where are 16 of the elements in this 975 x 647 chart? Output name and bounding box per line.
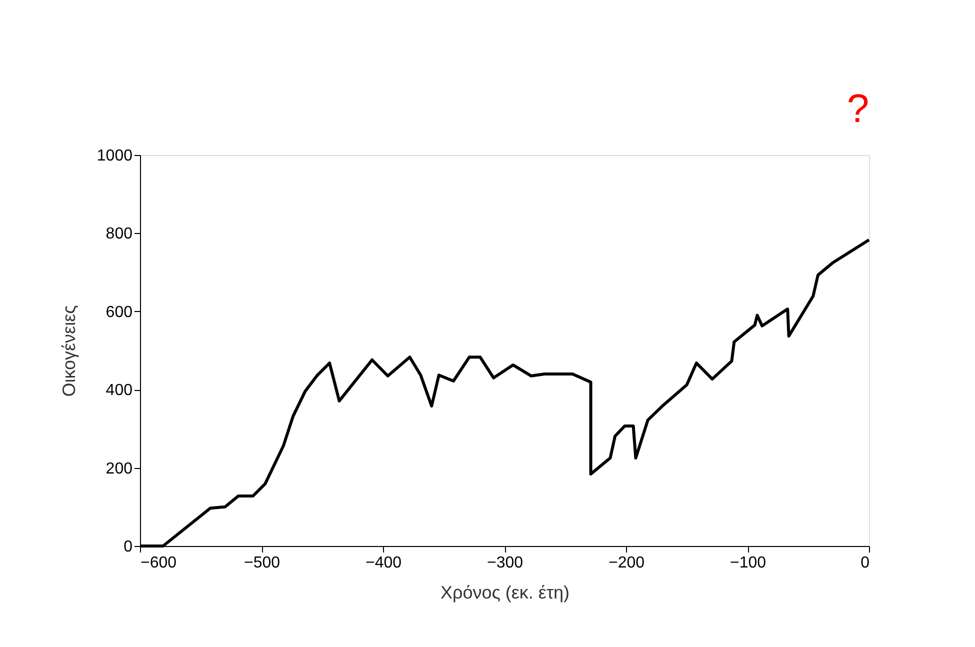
x-tick-label: −200 xyxy=(608,554,645,572)
y-tick-label: 600 xyxy=(106,304,133,321)
y-tick-label: 0 xyxy=(124,538,133,556)
x-tick-label: −300 xyxy=(486,554,524,572)
x-tick-label: −600 xyxy=(140,554,177,572)
y-tick-label: 200 xyxy=(106,460,133,478)
y-tick-label: 1000 xyxy=(96,148,133,164)
x-tick-label: −500 xyxy=(244,554,280,572)
text: ? xyxy=(846,87,870,131)
x-tick-label: −400 xyxy=(365,554,402,572)
x-tick-label: 0 xyxy=(860,554,870,572)
y-tick-label: 400 xyxy=(106,382,133,400)
x-axis-title: Χρόνος (εκ. έτη) xyxy=(440,582,570,602)
x-tick-label: −100 xyxy=(730,554,766,572)
y-axis-title: Οικογένειες xyxy=(58,304,79,397)
y-tick-label: 800 xyxy=(106,226,133,243)
